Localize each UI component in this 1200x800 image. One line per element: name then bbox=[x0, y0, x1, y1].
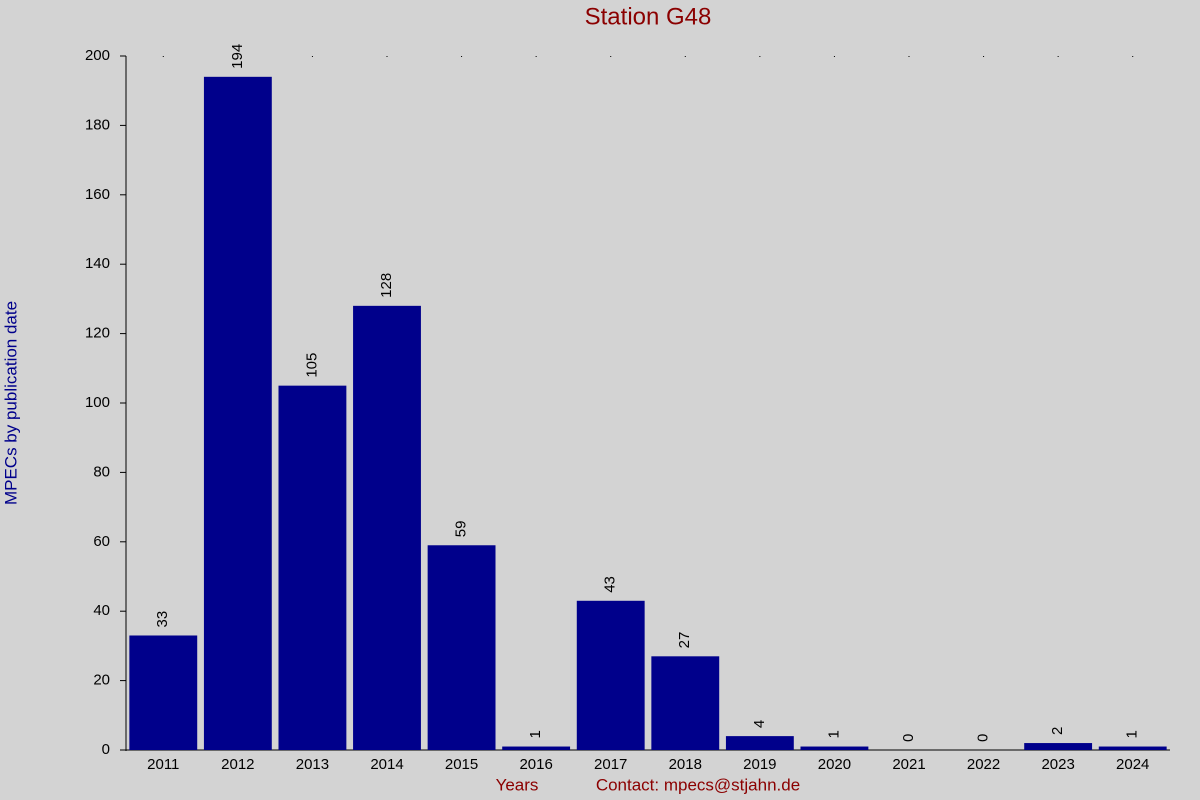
value-label: 1 bbox=[1124, 730, 1141, 738]
bar bbox=[576, 600, 645, 750]
x-tick-label: 2022 bbox=[967, 756, 1000, 773]
x-tick-label: 2018 bbox=[669, 756, 702, 773]
value-label: 128 bbox=[378, 273, 395, 298]
value-label: 43 bbox=[602, 576, 619, 593]
bar bbox=[502, 746, 571, 750]
bar bbox=[1098, 746, 1167, 750]
bar bbox=[278, 385, 347, 750]
y-tick-label: 120 bbox=[85, 325, 110, 342]
x-tick-label: 2011 bbox=[147, 756, 179, 773]
y-tick-label: 80 bbox=[93, 463, 110, 480]
chart-title: Station G48 bbox=[585, 3, 712, 30]
y-tick-label: 20 bbox=[93, 672, 110, 689]
bar bbox=[129, 635, 198, 750]
bar bbox=[203, 76, 272, 750]
bar bbox=[651, 656, 720, 750]
x-tick-label: 2017 bbox=[594, 756, 627, 773]
x-axis-label: Years bbox=[496, 775, 539, 794]
x-tick-label: 2015 bbox=[445, 756, 478, 773]
x-tick-label: 2020 bbox=[818, 756, 851, 773]
value-label: 0 bbox=[900, 734, 917, 742]
value-label: 33 bbox=[154, 611, 171, 628]
value-label: 105 bbox=[303, 353, 320, 378]
x-tick-label: 2019 bbox=[743, 756, 776, 773]
y-tick-label: 140 bbox=[85, 255, 110, 272]
bar bbox=[725, 736, 794, 750]
y-tick-label: 180 bbox=[85, 116, 110, 133]
x-tick-label: 2012 bbox=[221, 756, 254, 773]
x-tick-label: 2016 bbox=[519, 756, 552, 773]
value-label: 59 bbox=[453, 521, 470, 538]
value-label: 194 bbox=[229, 44, 246, 69]
x-tick-label: 2021 bbox=[892, 756, 925, 773]
y-tick-label: 0 bbox=[102, 741, 110, 758]
value-label: 27 bbox=[676, 632, 693, 649]
x-tick-label: 2023 bbox=[1041, 756, 1074, 773]
y-axis-label: MPECs by publication date bbox=[1, 301, 20, 505]
y-tick-label: 200 bbox=[85, 47, 110, 64]
y-tick-label: 100 bbox=[85, 394, 110, 411]
bar bbox=[353, 305, 421, 750]
value-label: 0 bbox=[975, 734, 992, 742]
value-label: 1 bbox=[825, 730, 842, 738]
y-tick-label: 60 bbox=[93, 533, 110, 550]
contact: Contact: mpecs@stjahn.de bbox=[596, 775, 800, 794]
bar bbox=[427, 545, 496, 750]
bar bbox=[1024, 743, 1093, 750]
bar bbox=[800, 746, 869, 750]
value-label: 1 bbox=[527, 730, 544, 738]
x-tick-label: 2024 bbox=[1116, 756, 1149, 773]
y-tick-label: 160 bbox=[85, 186, 110, 203]
y-tick-label: 40 bbox=[93, 602, 110, 619]
x-tick-label: 2014 bbox=[370, 756, 403, 773]
x-tick-label: 2013 bbox=[296, 756, 329, 773]
value-label: 4 bbox=[751, 720, 768, 728]
value-label: 2 bbox=[1049, 727, 1066, 735]
